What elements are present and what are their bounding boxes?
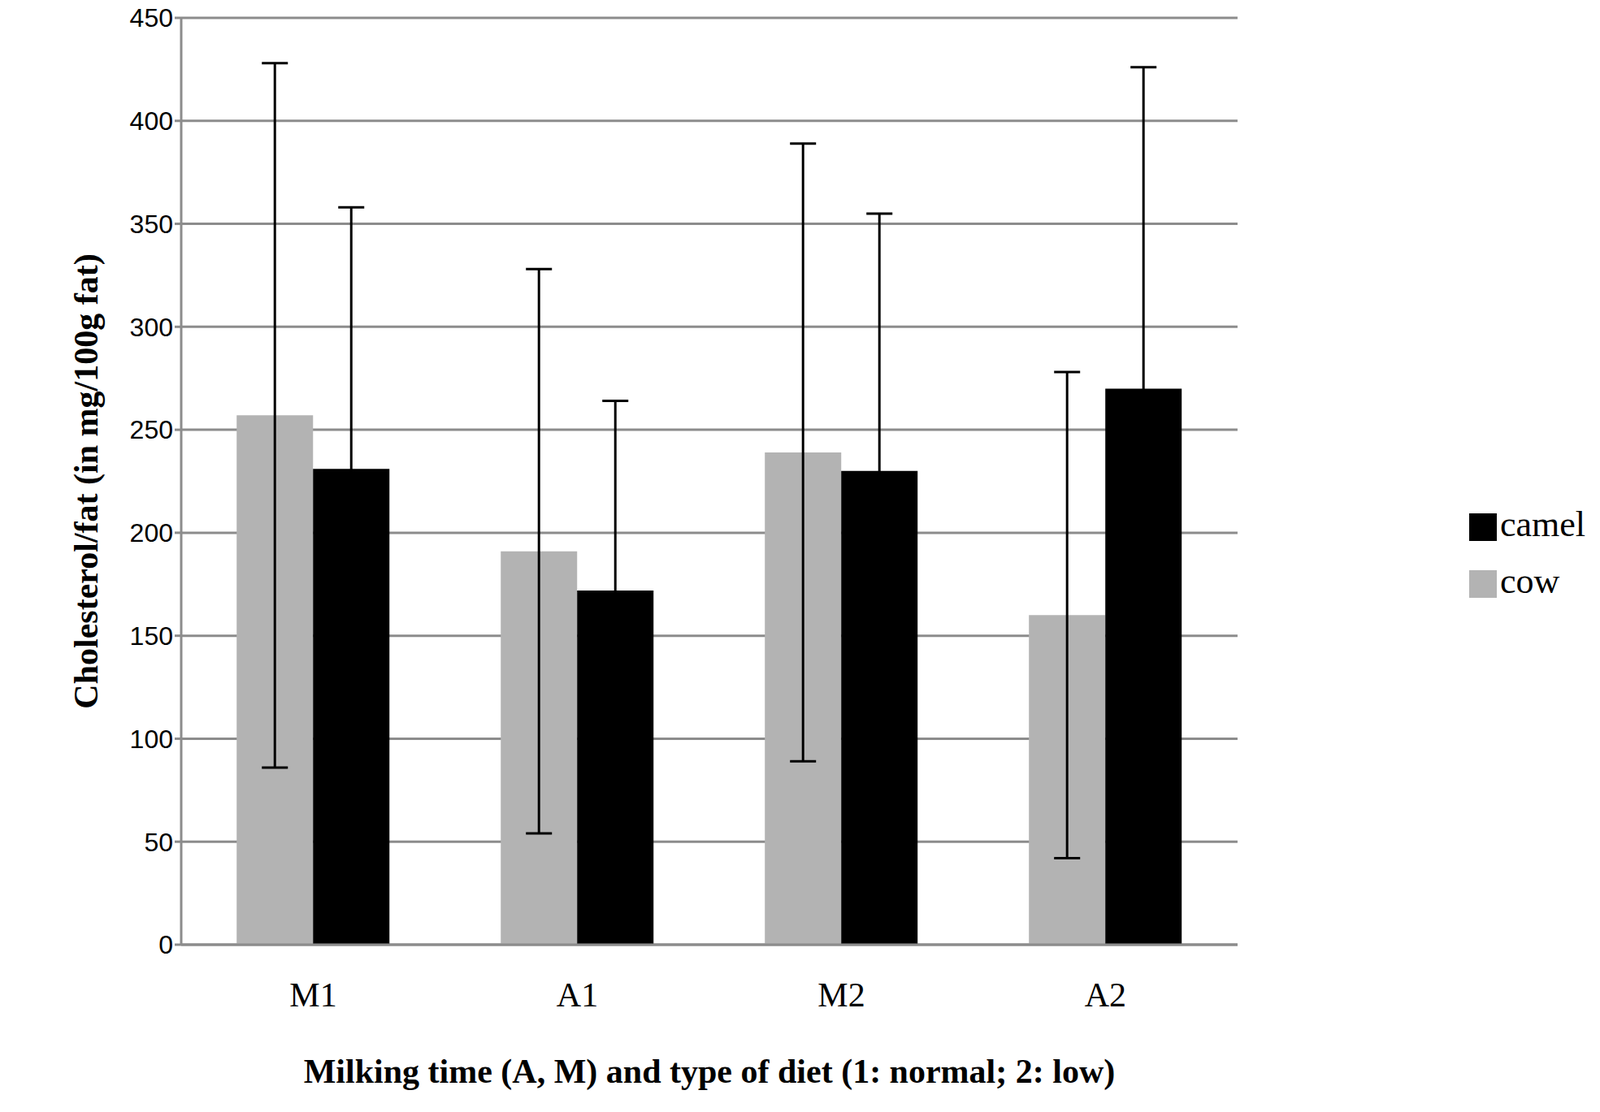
svg-text:400: 400 [130,106,174,136]
html-text:cow: cow [1500,561,1560,601]
svg-text:0: 0 [158,930,174,960]
svg-text:300: 300 [130,312,174,343]
svg-text:350: 350 [130,209,174,239]
svg-text:100: 100 [130,724,174,755]
svg-text:Milking time (A, M) and type o: Milking time (A, M) and type of diet (1:… [303,1053,1116,1092]
svg-text:M2: M2 [817,976,865,1015]
html-text:camel: camel [1500,504,1586,545]
svg-text:450: 450 [130,6,174,33]
svg-text:200: 200 [130,518,174,548]
svg-text:250: 250 [130,415,174,445]
svg-text:150: 150 [130,621,174,651]
svg-text:A2: A2 [1084,976,1127,1015]
svg-text:M1: M1 [289,976,337,1015]
svg-text:50: 50 [143,828,174,858]
svg-text:A1: A1 [556,976,599,1015]
svg-text:Cholesterol/fat (in mg/100g fa: Cholesterol/fat (in mg/100g fat) [67,253,106,709]
